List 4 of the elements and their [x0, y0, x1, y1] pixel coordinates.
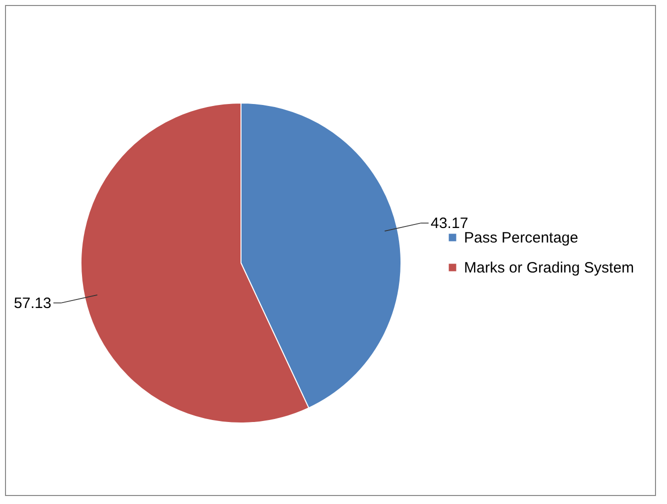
data-label: 43.17 — [430, 215, 468, 232]
legend-label: Marks or Grading System — [464, 260, 634, 276]
legend-label: Pass Percentage — [464, 230, 578, 246]
data-label: 57.13 — [14, 294, 52, 312]
